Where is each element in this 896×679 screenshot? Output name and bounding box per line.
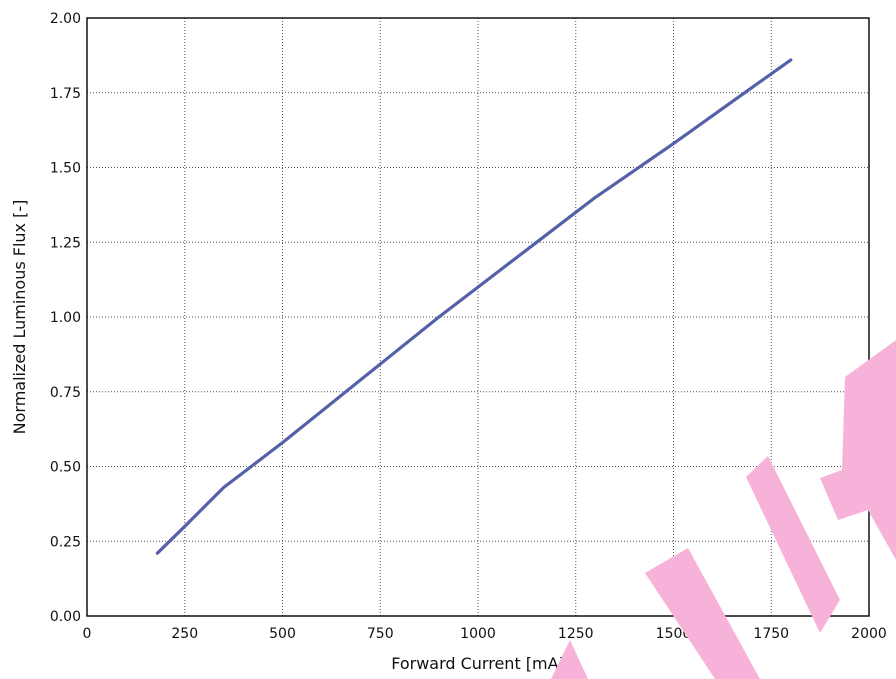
y-axis-ticks: 0.00 0.25 0.50 0.75 1.00 1.25 1.50 1.75 2.00 <box>50 11 81 625</box>
y-tick-label: 1.00 <box>50 310 81 326</box>
grid <box>87 18 869 616</box>
y-tick-label: 2.00 <box>50 11 81 27</box>
x-tick-label: 750 <box>367 626 394 642</box>
y-tick-label: 1.75 <box>50 86 81 102</box>
y-tick-label: 0.00 <box>50 609 81 625</box>
x-tick-label: 1500 <box>656 626 692 642</box>
y-tick-label: 0.25 <box>50 534 81 550</box>
series-line <box>155 58 793 555</box>
x-axis-title: Forward Current [mA] <box>391 654 565 673</box>
x-tick-label: 2000 <box>851 626 887 642</box>
x-tick-label: 1000 <box>460 626 496 642</box>
x-tick-label: 500 <box>269 626 296 642</box>
series-layer <box>155 58 793 555</box>
y-tick-label: 1.50 <box>50 161 81 177</box>
y-tick-label: 1.25 <box>50 235 81 251</box>
y-axis-title: Normalized Luminous Flux [-] <box>10 200 29 435</box>
watermark-stroke <box>645 548 760 679</box>
y-tick-label: 0.50 <box>50 460 81 476</box>
watermark-stroke <box>551 640 588 679</box>
watermark-graphic <box>551 340 896 679</box>
x-axis-ticks: 0 250 500 750 1000 1250 1500 1750 2000 <box>83 626 887 642</box>
y-tick-label: 0.75 <box>50 385 81 401</box>
x-tick-label: 1250 <box>558 626 594 642</box>
x-tick-label: 1750 <box>753 626 789 642</box>
watermark-stroke <box>820 340 896 560</box>
watermark-stroke <box>746 456 840 633</box>
x-tick-label: 250 <box>171 626 198 642</box>
watermark <box>551 340 896 679</box>
x-tick-label: 0 <box>83 626 92 642</box>
plot-frame <box>86 17 870 617</box>
